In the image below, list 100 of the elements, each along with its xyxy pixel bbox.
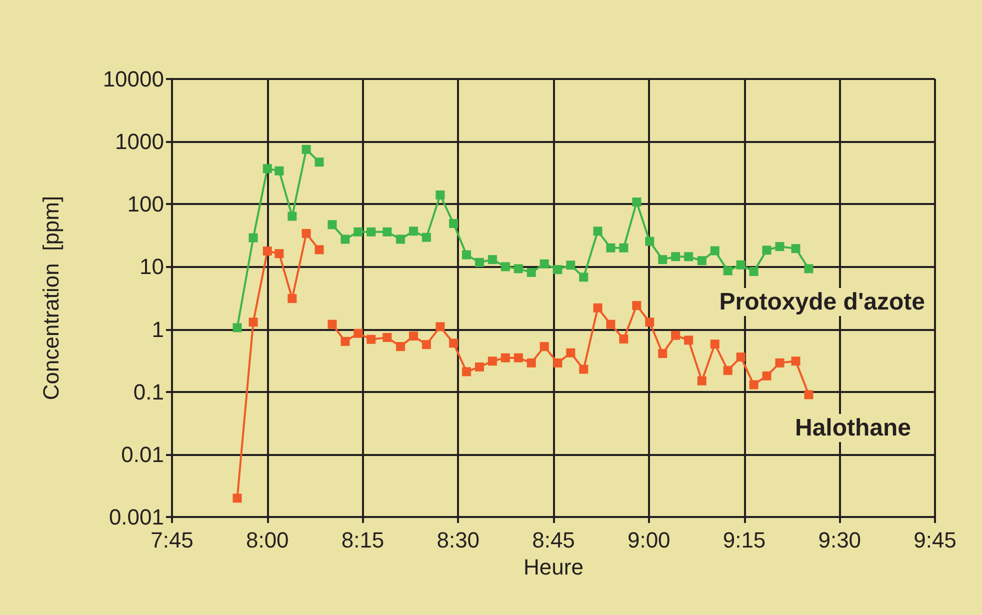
point <box>514 264 523 274</box>
point <box>804 264 814 274</box>
point <box>232 323 242 332</box>
x-axis-title: Heure <box>524 554 584 580</box>
point <box>684 336 694 345</box>
point <box>340 234 350 244</box>
point <box>749 266 758 276</box>
point <box>553 265 562 274</box>
point <box>314 245 324 254</box>
point <box>302 228 311 238</box>
point <box>422 232 431 242</box>
point <box>462 250 472 260</box>
point <box>619 243 628 252</box>
point <box>593 303 602 312</box>
point <box>396 342 406 352</box>
point <box>366 334 376 344</box>
point <box>540 259 549 268</box>
point <box>736 260 746 270</box>
point <box>632 198 642 207</box>
point <box>540 342 549 352</box>
point <box>274 249 284 258</box>
point <box>658 255 668 264</box>
point <box>579 364 588 374</box>
point <box>658 349 668 358</box>
x-tick-label: 9:30 <box>818 528 862 552</box>
point <box>553 358 562 368</box>
point <box>697 256 706 266</box>
point <box>710 246 720 256</box>
y-tick-label: 10000 <box>102 66 164 92</box>
point <box>262 164 272 174</box>
point <box>488 255 497 264</box>
point <box>697 376 706 386</box>
point <box>566 348 576 358</box>
point <box>632 300 642 310</box>
point <box>606 243 616 252</box>
point <box>274 166 284 176</box>
x-tick-label: 8:00 <box>246 528 289 552</box>
point <box>328 220 337 230</box>
point <box>248 233 258 242</box>
point <box>762 371 772 380</box>
point <box>449 338 458 348</box>
point <box>474 258 484 267</box>
point <box>262 246 272 256</box>
point <box>736 352 746 362</box>
point <box>593 226 602 236</box>
x-tick-label: 9:00 <box>627 528 670 552</box>
point <box>791 356 800 366</box>
series-label: Halothane <box>794 414 911 442</box>
point <box>354 227 363 236</box>
point <box>526 268 536 277</box>
y-tick-label: 1 <box>152 316 164 342</box>
point <box>619 334 628 344</box>
point <box>248 318 258 327</box>
point <box>302 144 311 154</box>
point <box>366 227 376 236</box>
x-tick-label: 9:15 <box>722 528 766 552</box>
point <box>671 252 680 262</box>
point <box>775 242 784 252</box>
point <box>514 353 523 362</box>
y-tick-label: 0.1 <box>133 379 164 404</box>
point <box>328 320 337 329</box>
point <box>474 362 484 372</box>
point <box>606 320 616 329</box>
point <box>671 330 680 340</box>
point <box>723 366 732 375</box>
point <box>340 336 350 346</box>
point <box>645 236 654 246</box>
point <box>408 332 418 341</box>
point <box>500 353 510 362</box>
point <box>408 226 418 236</box>
point <box>354 328 363 338</box>
point <box>382 227 392 236</box>
point <box>526 358 536 368</box>
y-tick-label: 0.01 <box>121 442 164 467</box>
point <box>382 332 392 342</box>
point <box>232 494 242 503</box>
point <box>775 358 784 368</box>
point <box>500 262 510 272</box>
point <box>314 158 324 167</box>
x-tick-label: 8:45 <box>532 528 575 552</box>
point <box>579 272 588 282</box>
point <box>566 260 576 270</box>
y-tick-label: 10 <box>140 254 164 280</box>
point <box>804 390 814 400</box>
point <box>288 294 297 304</box>
point <box>645 318 654 327</box>
y-tick-label: 0.001 <box>108 504 164 530</box>
point <box>436 190 445 200</box>
point <box>762 246 772 255</box>
point <box>723 266 732 276</box>
point <box>710 340 720 349</box>
x-tick-label: 8:15 <box>341 528 384 552</box>
y-tick-label: 1000 <box>115 129 164 154</box>
point <box>449 219 458 228</box>
series-label: Protoxyde d'azote <box>719 288 926 316</box>
point <box>488 356 497 366</box>
y-axis-title: Concentration [ppm] <box>38 196 64 400</box>
x-tick-label: 8:30 <box>436 528 480 552</box>
point <box>791 244 800 254</box>
x-tick-label: 7:45 <box>150 528 194 552</box>
